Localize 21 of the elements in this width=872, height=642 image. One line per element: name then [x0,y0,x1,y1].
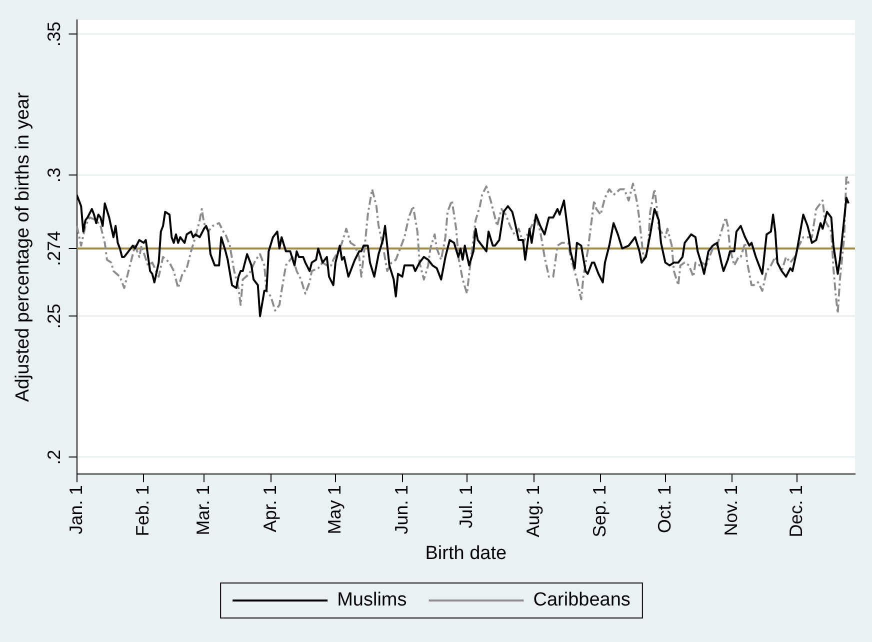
x-tick-label: Feb. 1 [132,485,153,536]
y-tick-label: .2 [44,450,64,465]
legend-label: Caribbeans [533,590,630,611]
x-tick-label: Apr. 1 [260,485,280,532]
x-tick-label: Jun. 1 [391,485,412,534]
x-tick-label: Oct. 1 [654,485,674,534]
y-tick-label: .274 [44,230,64,266]
x-tick-label: Dec. 1 [786,485,806,538]
x-tick-label: Nov. 1 [721,485,742,536]
x-tick-label: Mar. 1 [192,485,213,536]
legend-label: Muslims [337,590,407,611]
x-tick-label: Sep. 1 [590,485,610,538]
y-tick-label: .35 [44,22,64,47]
x-axis-title: Birth date [425,542,507,564]
y-tick-label: .25 [44,304,64,329]
x-tick-label: Jan. 1 [66,485,86,534]
x-tick-label: Aug. 1 [522,485,543,538]
y-tick-label: .3 [44,168,64,183]
x-tick-label: Jul. 1 [456,485,476,528]
x-tick-label: May 1 [324,485,344,534]
y-axis-title: Adjusted percentage of births in year [12,92,34,402]
